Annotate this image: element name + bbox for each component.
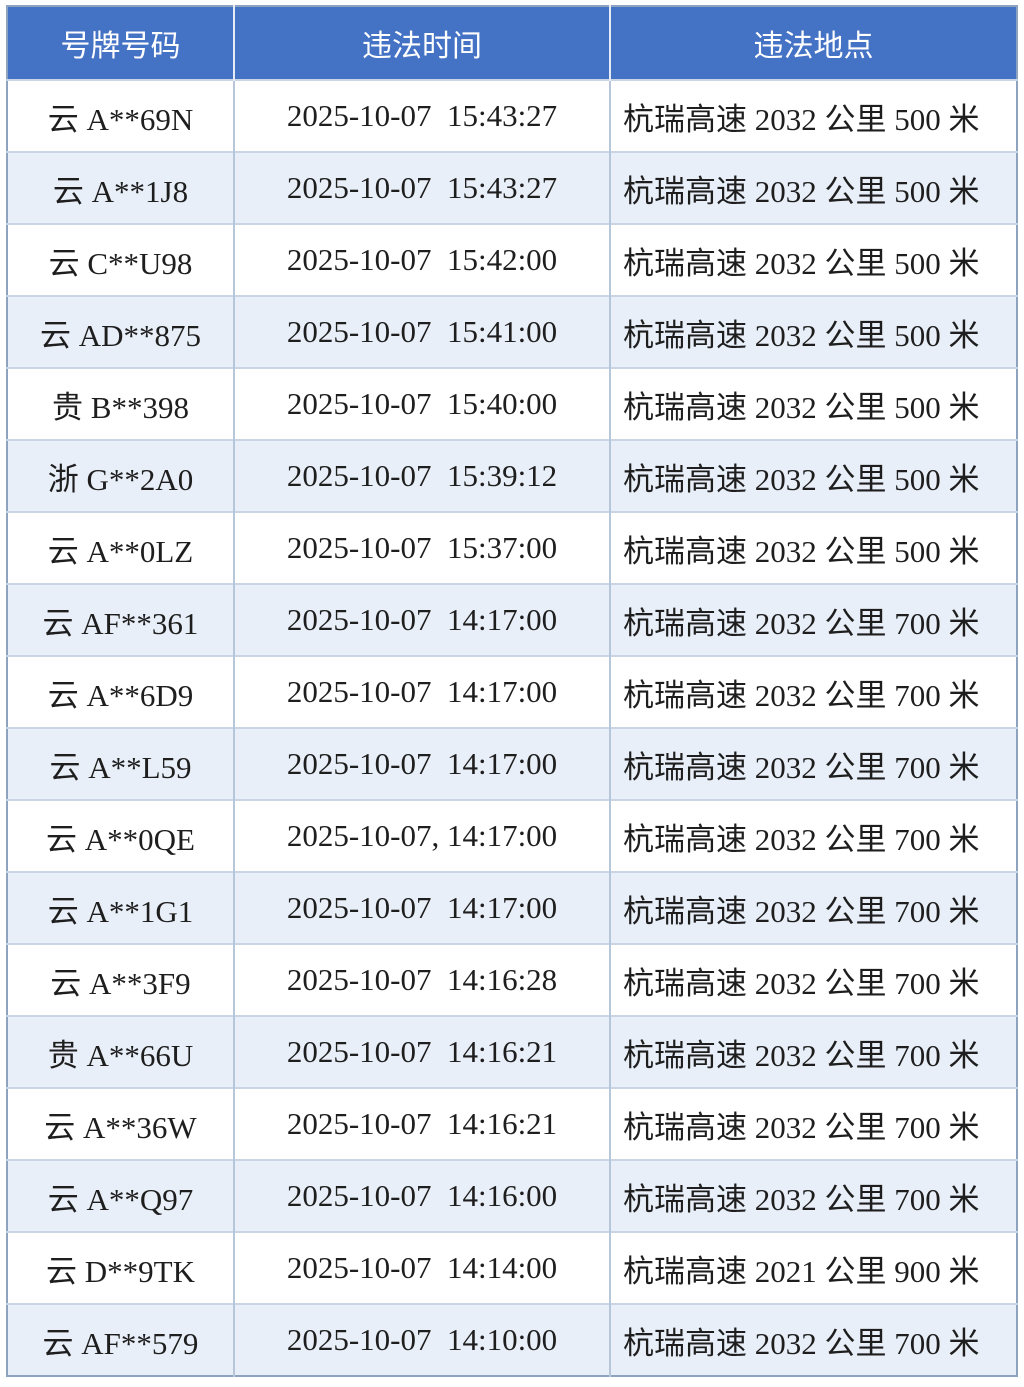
- violation-time-cell: 2025-10-07 14:17:00: [233, 727, 610, 800]
- table-row: 贵 B**398 2025-10-07 15:40:00 杭瑞高速 2032 公里 …: [7, 367, 1017, 440]
- violation-location-cell: 杭瑞高速 2032 公里 500 米: [609, 79, 1017, 152]
- violation-time-cell: 2025-10-07, 14:17:00: [233, 799, 610, 872]
- violation-location-cell: 杭瑞高速 2032 公里 700 米: [609, 1159, 1017, 1232]
- violation-time-cell: 2025-10-07 15:41:00: [233, 295, 610, 368]
- violation-time-cell: 2025-10-07 14:16:00: [233, 1159, 610, 1232]
- violation-location-cell: 杭瑞高速 2032 公里 700 米: [609, 943, 1017, 1016]
- table-row: 云 A**1G1 2025-10-07 14:17:00 杭瑞高速 2032 公里 …: [7, 871, 1017, 944]
- violation-location-cell: 杭瑞高速 2032 公里 700 米: [609, 1303, 1017, 1376]
- table-row: 云 A**L59 2025-10-07 14:17:00 杭瑞高速 2032 公里 …: [7, 727, 1017, 800]
- violation-location-cell: 杭瑞高速 2032 公里 500 米: [609, 295, 1017, 368]
- violation-location-cell: 杭瑞高速 2032 公里 700 米: [609, 655, 1017, 728]
- violation-location-cell: 杭瑞高速 2032 公里 700 米: [609, 583, 1017, 656]
- violation-time-cell: 2025-10-07 14:17:00: [233, 655, 610, 728]
- table-row: 云 A**69N 2025-10-07 15:43:27 杭瑞高速 2032 公里 …: [7, 79, 1017, 152]
- plate-number-cell: 云 AF**579: [7, 1303, 234, 1376]
- plate-number-cell: 云 A**3F9: [7, 943, 234, 1016]
- violation-time-cell: 2025-10-07 14:16:28: [233, 943, 610, 1016]
- violation-location-cell: 杭瑞高速 2032 公里 500 米: [609, 223, 1017, 296]
- violation-time-cell: 2025-10-07 15:37:00: [233, 511, 610, 584]
- table-row: 云 A**0QE 2025-10-07, 14:17:00 杭瑞高速 2032 公里…: [7, 799, 1017, 872]
- violation-table: 号牌号码 违法时间 违法地点 云 A**69N 2025-10-07 15:43:…: [6, 5, 1018, 1377]
- violation-time-cell: 2025-10-07 14:17:00: [233, 583, 610, 656]
- violation-time-cell: 2025-10-07 14:16:21: [233, 1015, 610, 1088]
- plate-number-cell: 云 A**L59: [7, 727, 234, 800]
- violation-location-cell: 杭瑞高速 2032 公里 700 米: [609, 1087, 1017, 1160]
- plate-number-cell: 云 A**36W: [7, 1087, 234, 1160]
- table-row: 云 AD**875 2025-10-07 15:41:00 杭瑞高速 2032 公里…: [7, 295, 1017, 368]
- plate-number-cell: 云 AD**875: [7, 295, 234, 368]
- violation-time-cell: 2025-10-07 14:17:00: [233, 871, 610, 944]
- violation-time-cell: 2025-10-07 15:43:27: [233, 151, 610, 224]
- plate-number-cell: 云 A**Q97: [7, 1159, 234, 1232]
- violation-time-cell: 2025-10-07 15:40:00: [233, 367, 610, 440]
- violation-location-cell: 杭瑞高速 2032 公里 500 米: [609, 151, 1017, 224]
- plate-number-cell: 贵 B**398: [7, 367, 234, 440]
- violation-location-cell: 杭瑞高速 2032 公里 700 米: [609, 799, 1017, 872]
- violation-location-cell: 杭瑞高速 2032 公里 500 米: [609, 511, 1017, 584]
- violation-time-cell: 2025-10-07 15:43:27: [233, 79, 610, 152]
- violation-time-cell: 2025-10-07 14:16:21: [233, 1087, 610, 1160]
- violation-location-cell: 杭瑞高速 2032 公里 700 米: [609, 727, 1017, 800]
- table-row: 云 D**9TK 2025-10-07 14:14:00 杭瑞高速 2021 公里 …: [7, 1231, 1017, 1304]
- plate-number-cell: 云 A**6D9: [7, 655, 234, 728]
- table-row: 云 AF**579 2025-10-07 14:10:00 杭瑞高速 2032 公里…: [7, 1303, 1017, 1376]
- table-row: 贵 A**66U 2025-10-07 14:16:21 杭瑞高速 2032 公里 …: [7, 1015, 1017, 1088]
- plate-number-cell: 云 C**U98: [7, 223, 234, 296]
- plate-number-cell: 浙 G**2A0: [7, 439, 234, 512]
- plate-number-cell: 云 A**1J8: [7, 151, 234, 224]
- violation-time-cell: 2025-10-07 15:42:00: [233, 223, 610, 296]
- plate-number-cell: 云 A**69N: [7, 79, 234, 152]
- violation-time-cell: 2025-10-07 14:14:00: [233, 1231, 610, 1304]
- plate-number-cell: 云 AF**361: [7, 583, 234, 656]
- header-row: 号牌号码 违法时间 违法地点: [7, 6, 1017, 80]
- header-violation-time: 违法时间: [233, 6, 610, 80]
- table-row: 云 A**36W 2025-10-07 14:16:21 杭瑞高速 2032 公里 …: [7, 1087, 1017, 1160]
- table-row: 云 A**0LZ 2025-10-07 15:37:00 杭瑞高速 2032 公里 …: [7, 511, 1017, 584]
- plate-number-cell: 云 A**0LZ: [7, 511, 234, 584]
- table-row: 云 A**1J8 2025-10-07 15:43:27 杭瑞高速 2032 公里 …: [7, 151, 1017, 224]
- violation-location-cell: 杭瑞高速 2032 公里 700 米: [609, 871, 1017, 944]
- header-plate-number: 号牌号码: [7, 6, 234, 80]
- violation-location-cell: 杭瑞高速 2021 公里 900 米: [609, 1231, 1017, 1304]
- table-row: 云 AF**361 2025-10-07 14:17:00 杭瑞高速 2032 公里…: [7, 583, 1017, 656]
- table-row: 浙 G**2A0 2025-10-07 15:39:12 杭瑞高速 2032 公里 …: [7, 439, 1017, 512]
- violation-time-cell: 2025-10-07 14:10:00: [233, 1303, 610, 1376]
- plate-number-cell: 贵 A**66U: [7, 1015, 234, 1088]
- violation-location-cell: 杭瑞高速 2032 公里 500 米: [609, 439, 1017, 512]
- violation-location-cell: 杭瑞高速 2032 公里 700 米: [609, 1015, 1017, 1088]
- header-violation-location: 违法地点: [609, 6, 1017, 80]
- table-row: 云 A**6D9 2025-10-07 14:17:00 杭瑞高速 2032 公里 …: [7, 655, 1017, 728]
- plate-number-cell: 云 A**1G1: [7, 871, 234, 944]
- violation-location-cell: 杭瑞高速 2032 公里 500 米: [609, 367, 1017, 440]
- table-row: 云 A**3F9 2025-10-07 14:16:28 杭瑞高速 2032 公里 …: [7, 943, 1017, 1016]
- violation-time-cell: 2025-10-07 15:39:12: [233, 439, 610, 512]
- table-row: 云 A**Q97 2025-10-07 14:16:00 杭瑞高速 2032 公里 …: [7, 1159, 1017, 1232]
- plate-number-cell: 云 D**9TK: [7, 1231, 234, 1304]
- table-row: 云 C**U98 2025-10-07 15:42:00 杭瑞高速 2032 公里 …: [7, 223, 1017, 296]
- plate-number-cell: 云 A**0QE: [7, 799, 234, 872]
